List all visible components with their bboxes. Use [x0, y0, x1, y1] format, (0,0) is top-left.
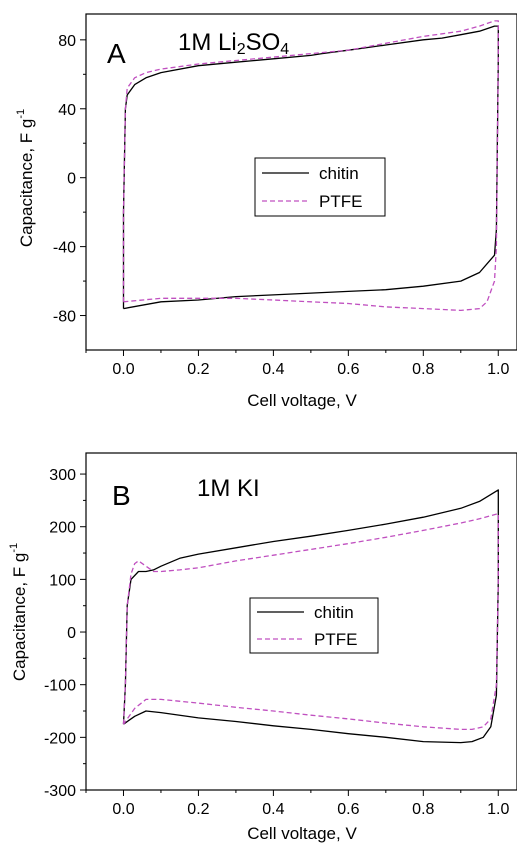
legend-box [254, 157, 386, 217]
y-axis-label: Capacitance, F g-1 [8, 543, 29, 681]
y-tick-label: 0 [67, 625, 76, 642]
electrolyte-label-main: 1M Li [178, 29, 237, 56]
electrolyte-label: 1M KI [197, 475, 260, 502]
y-axis-label: Capacitance, F g-1 [15, 109, 36, 247]
panel-letter: B [112, 480, 131, 511]
y-tick-label: 200 [49, 520, 76, 537]
legend: chitin PTFE [249, 597, 379, 654]
x-tick-label: 0.8 [412, 801, 434, 818]
plot-frame [85, 13, 517, 351]
y-tick-label: -40 [53, 240, 76, 257]
x-tick-label: 0.8 [412, 361, 434, 378]
series-line-ptfe [122, 20, 499, 312]
y-tick-label: 80 [58, 33, 76, 50]
x-tick-label: 0.4 [262, 801, 284, 818]
x-tick-label: 1.0 [487, 361, 509, 378]
x-tick-label: 0.0 [112, 361, 134, 378]
x-tick-label: 0.6 [337, 801, 359, 818]
y-axis-label-sup: -1 [15, 109, 27, 119]
y-axis-label-main: Capacitance, F g [17, 119, 36, 248]
axis-ticks: 0.0 0.2 0.4 0.6 0.8 1.0 -300 -200 -100 0 100 200 300 [44, 467, 510, 818]
electrolyte-label-main: 1M KI [197, 475, 260, 502]
y-tick-label: 300 [49, 467, 76, 484]
y-tick-label: -100 [44, 678, 76, 695]
electrolyte-label-mid: SO [246, 29, 281, 56]
y-tick-label: -80 [53, 309, 76, 326]
series-layer [122, 489, 499, 744]
x-tick-label: 0.4 [262, 361, 284, 378]
panel-letter: A [107, 38, 126, 69]
x-axis-label: Cell voltage, V [247, 391, 357, 410]
y-tick-label: 0 [67, 171, 76, 188]
legend-box [249, 597, 379, 654]
series-line-ptfe [122, 512, 499, 731]
x-axis-label: Cell voltage, V [247, 824, 357, 843]
legend: chitin PTFE [254, 157, 386, 217]
panel-b: 0.0 0.2 0.4 0.6 0.8 1.0 -300 -200 -100 0 100 200 300… [8, 452, 517, 843]
panel-a: 0.0 0.2 0.4 0.6 0.8 1.0 -80 -40 0 40 80 A 1M Li2SO… [15, 13, 517, 410]
series-line-chitin [122, 25, 499, 310]
x-tick-label: 1.0 [487, 801, 509, 818]
y-tick-label: 100 [49, 572, 76, 589]
legend-label-chitin: chitin [314, 603, 354, 622]
electrolyte-label-sub2: 4 [280, 41, 289, 58]
y-axis-label-main: Capacitance, F g [10, 553, 29, 682]
y-tick-label: -200 [44, 730, 76, 747]
y-tick-label: -300 [44, 783, 76, 800]
legend-label-ptfe: PTFE [319, 192, 362, 211]
series-line-chitin [122, 489, 499, 744]
x-tick-label: 0.2 [187, 361, 209, 378]
legend-label-chitin: chitin [319, 164, 359, 183]
x-tick-label: 0.2 [187, 801, 209, 818]
y-tick-label: 40 [58, 102, 76, 119]
electrolyte-label-sub1: 2 [237, 41, 246, 58]
series-layer [122, 20, 499, 312]
y-axis-label-sup: -1 [8, 543, 20, 553]
x-tick-label: 0.0 [112, 801, 134, 818]
axis-ticks: 0.0 0.2 0.4 0.6 0.8 1.0 -80 -40 0 40 80 [53, 33, 510, 378]
plot-frame [85, 452, 517, 791]
electrolyte-label: 1M Li2SO4 [178, 29, 289, 58]
legend-label-ptfe: PTFE [314, 630, 357, 649]
x-tick-label: 0.6 [337, 361, 359, 378]
